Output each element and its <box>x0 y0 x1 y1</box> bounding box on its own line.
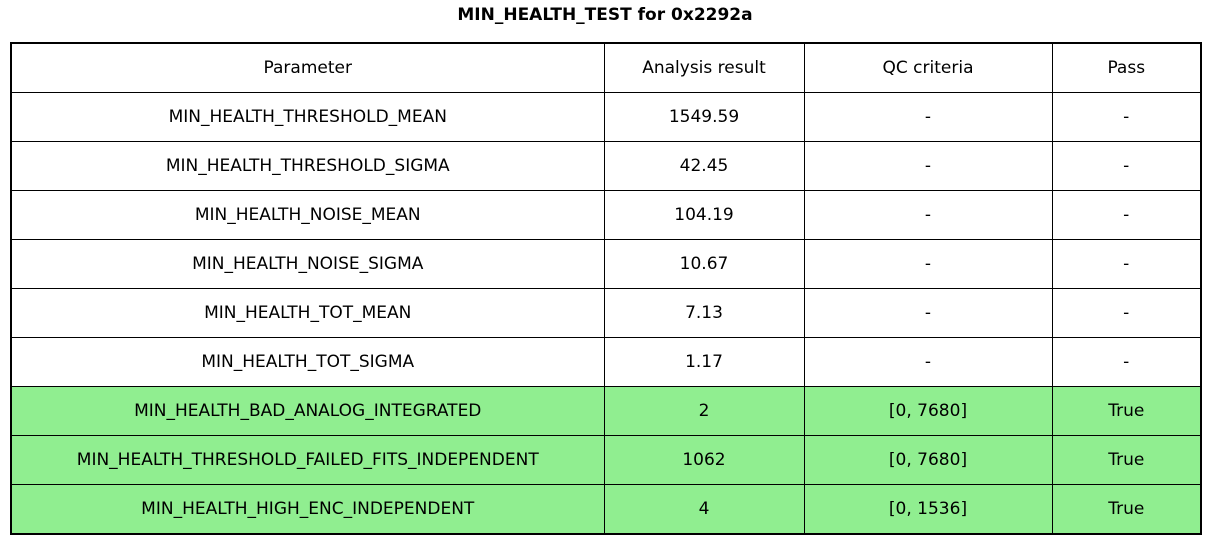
qc-results-table: Parameter Analysis result QC criteria Pa… <box>10 42 1202 535</box>
table-row: MIN_HEALTH_NOISE_SIGMA 10.67 - - <box>10 239 1202 289</box>
cell-analysis-result: 1.17 <box>603 337 805 387</box>
cell-pass: - <box>1051 190 1202 240</box>
cell-parameter: MIN_HEALTH_THRESHOLD_SIGMA <box>10 141 605 191</box>
table-row: MIN_HEALTH_THRESHOLD_SIGMA 42.45 - - <box>10 141 1202 191</box>
table-row: MIN_HEALTH_TOT_MEAN 7.13 - - <box>10 288 1202 338</box>
table-row: MIN_HEALTH_THRESHOLD_MEAN 1549.59 - - <box>10 92 1202 142</box>
chart-title: MIN_HEALTH_TEST for 0x2292a <box>457 5 753 25</box>
header-qc-criteria: QC criteria <box>803 42 1053 93</box>
cell-qc-criteria: [0, 7680] <box>803 435 1053 485</box>
cell-qc-criteria: - <box>803 141 1053 191</box>
cell-parameter: MIN_HEALTH_TOT_SIGMA <box>10 337 605 387</box>
cell-pass: - <box>1051 92 1202 142</box>
cell-analysis-result: 7.13 <box>603 288 805 338</box>
table-row: MIN_HEALTH_BAD_ANALOG_INTEGRATED 2 [0, 7… <box>10 386 1202 436</box>
cell-qc-criteria: - <box>803 337 1053 387</box>
cell-qc-criteria: [0, 1536] <box>803 484 1053 535</box>
cell-pass: - <box>1051 141 1202 191</box>
cell-analysis-result: 104.19 <box>603 190 805 240</box>
cell-parameter: MIN_HEALTH_NOISE_MEAN <box>10 190 605 240</box>
cell-qc-criteria: - <box>803 190 1053 240</box>
table-row: MIN_HEALTH_HIGH_ENC_INDEPENDENT 4 [0, 15… <box>10 484 1202 535</box>
cell-parameter: MIN_HEALTH_TOT_MEAN <box>10 288 605 338</box>
table-row: MIN_HEALTH_THRESHOLD_FAILED_FITS_INDEPEN… <box>10 435 1202 485</box>
cell-parameter: MIN_HEALTH_THRESHOLD_FAILED_FITS_INDEPEN… <box>10 435 605 485</box>
cell-analysis-result: 10.67 <box>603 239 805 289</box>
cell-analysis-result: 1062 <box>603 435 805 485</box>
cell-qc-criteria: [0, 7680] <box>803 386 1053 436</box>
cell-pass: True <box>1051 435 1202 485</box>
cell-parameter: MIN_HEALTH_BAD_ANALOG_INTEGRATED <box>10 386 605 436</box>
table-header-row: Parameter Analysis result QC criteria Pa… <box>10 42 1202 93</box>
cell-pass: - <box>1051 288 1202 338</box>
cell-analysis-result: 4 <box>603 484 805 535</box>
cell-qc-criteria: - <box>803 239 1053 289</box>
table-row: MIN_HEALTH_TOT_SIGMA 1.17 - - <box>10 337 1202 387</box>
cell-analysis-result: 42.45 <box>603 141 805 191</box>
cell-parameter: MIN_HEALTH_NOISE_SIGMA <box>10 239 605 289</box>
table-row: MIN_HEALTH_NOISE_MEAN 104.19 - - <box>10 190 1202 240</box>
cell-analysis-result: 1549.59 <box>603 92 805 142</box>
cell-parameter: MIN_HEALTH_THRESHOLD_MEAN <box>10 92 605 142</box>
cell-qc-criteria: - <box>803 288 1053 338</box>
header-analysis-result: Analysis result <box>603 42 805 93</box>
cell-analysis-result: 2 <box>603 386 805 436</box>
cell-qc-criteria: - <box>803 92 1053 142</box>
cell-parameter: MIN_HEALTH_HIGH_ENC_INDEPENDENT <box>10 484 605 535</box>
header-pass: Pass <box>1051 42 1202 93</box>
cell-pass: True <box>1051 484 1202 535</box>
cell-pass: - <box>1051 239 1202 289</box>
cell-pass: True <box>1051 386 1202 436</box>
header-parameter: Parameter <box>10 42 605 93</box>
cell-pass: - <box>1051 337 1202 387</box>
